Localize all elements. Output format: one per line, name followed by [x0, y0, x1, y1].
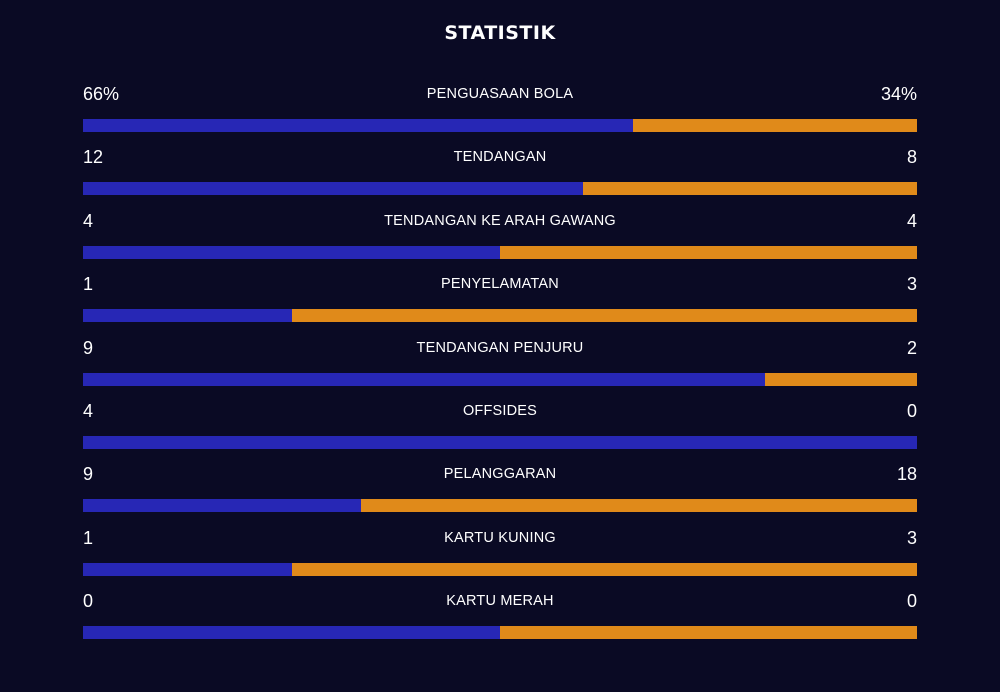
away-value: 8 — [906, 147, 917, 168]
stat-label: PENGUASAAN BOLA — [426, 86, 574, 102]
home-bar-segment — [83, 499, 361, 513]
stat-row: 9 TENDANGAN PENJURU 2 — [83, 334, 917, 397]
stat-label: TENDANGAN — [453, 149, 547, 166]
home-bar-segment — [83, 182, 584, 196]
panel-title: STATISTIK — [444, 22, 556, 44]
away-value: 3 — [906, 527, 917, 548]
stat-row: 12 TENDANGAN 8 — [83, 143, 917, 206]
stat-bar — [83, 499, 917, 513]
stat-values: 0 KARTU MERAH 0 — [83, 587, 917, 615]
stat-values: 1 PENYELAMATAN 3 — [83, 270, 917, 298]
home-value: 66% — [83, 84, 120, 104]
away-bar-segment — [633, 119, 917, 132]
stat-row: 9 PELANGGARAN 18 — [83, 460, 917, 523]
home-bar-segment — [83, 372, 766, 386]
stat-bar — [83, 309, 917, 323]
stat-label: KARTU KUNING — [444, 529, 556, 546]
stat-values: 9 PELANGGARAN 18 — [83, 460, 917, 488]
stat-label: PENYELAMATAN — [441, 276, 559, 293]
away-bar-segment — [500, 626, 917, 640]
away-value: 18 — [896, 464, 917, 485]
away-bar-segment — [360, 499, 917, 513]
stat-values: 12 TENDANGAN 8 — [83, 143, 917, 171]
away-value: 3 — [906, 274, 917, 295]
away-bar-segment — [291, 562, 917, 576]
stat-row: 4 TENDANGAN KE ARAH GAWANG 4 — [83, 207, 917, 270]
home-value: 4 — [83, 210, 94, 231]
away-bar-segment — [765, 372, 917, 386]
stat-bar — [83, 245, 917, 259]
stat-rows: 66% PENGUASAAN BOLA 34% 12 TENDANGAN 8 4 TENDAN… — [83, 80, 917, 651]
stat-row: 66% PENGUASAAN BOLA 34% — [83, 80, 917, 143]
home-bar-segment — [83, 626, 500, 640]
stat-row: 1 KARTU KUNING 3 — [83, 524, 917, 587]
home-value: 1 — [83, 527, 94, 548]
stat-row: 0 KARTU MERAH 0 — [83, 587, 917, 650]
stat-bar — [83, 435, 917, 449]
stat-values: 66% PENGUASAAN BOLA 34% — [83, 80, 917, 108]
away-value: 4 — [906, 210, 917, 231]
home-value: 9 — [83, 337, 94, 358]
stat-values: 4 TENDANGAN KE ARAH GAWANG 4 — [83, 207, 917, 235]
stat-values: 1 KARTU KUNING 3 — [83, 524, 917, 552]
stat-row: 1 PENYELAMATAN 3 — [83, 270, 917, 333]
away-bar-segment — [500, 245, 917, 259]
home-value: 9 — [83, 464, 94, 485]
home-bar-segment — [83, 435, 917, 449]
away-value: 0 — [906, 400, 917, 421]
away-value: 2 — [906, 337, 917, 358]
stat-label: PELANGGARAN — [443, 466, 557, 483]
stat-bar — [83, 119, 917, 132]
home-value: 12 — [83, 147, 104, 168]
stat-label: TENDANGAN KE ARAH GAWANG — [384, 212, 616, 229]
away-bar-segment — [583, 182, 917, 196]
stat-bar — [83, 372, 917, 386]
stat-label: KARTU MERAH — [446, 593, 554, 610]
away-value: 0 — [906, 591, 917, 612]
stat-bar — [83, 562, 917, 576]
stat-row: 4 OFFSIDES 0 — [83, 397, 917, 460]
stat-label: OFFSIDES — [462, 402, 538, 419]
away-value: 34% — [880, 84, 917, 104]
stat-values: 4 OFFSIDES 0 — [83, 397, 917, 425]
home-value: 1 — [83, 274, 94, 295]
stat-label: TENDANGAN PENJURU — [416, 339, 584, 356]
home-value: 0 — [83, 591, 94, 612]
home-bar-segment — [83, 309, 292, 323]
home-bar-segment — [83, 119, 634, 132]
home-bar-segment — [83, 562, 292, 576]
away-bar-segment — [291, 309, 917, 323]
stat-bar — [83, 626, 917, 640]
home-value: 4 — [83, 400, 94, 421]
home-bar-segment — [83, 245, 500, 259]
stat-values: 9 TENDANGAN PENJURU 2 — [83, 334, 917, 362]
stat-bar — [83, 182, 917, 196]
